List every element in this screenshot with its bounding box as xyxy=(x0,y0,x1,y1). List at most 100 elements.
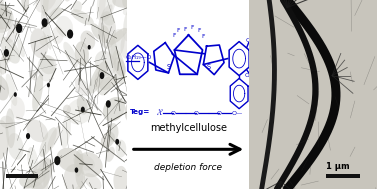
Ellipse shape xyxy=(63,105,71,115)
Ellipse shape xyxy=(109,28,127,45)
Ellipse shape xyxy=(112,50,125,84)
Text: Teg=: Teg= xyxy=(130,109,150,115)
Ellipse shape xyxy=(21,0,29,12)
Ellipse shape xyxy=(26,168,46,188)
Bar xyxy=(6,174,38,178)
Ellipse shape xyxy=(89,61,107,94)
Ellipse shape xyxy=(51,26,64,44)
Ellipse shape xyxy=(112,0,139,8)
Ellipse shape xyxy=(116,140,126,157)
Ellipse shape xyxy=(30,71,38,80)
Ellipse shape xyxy=(36,0,57,13)
Text: F: F xyxy=(202,34,205,39)
Text: F: F xyxy=(198,28,201,33)
Ellipse shape xyxy=(123,5,134,15)
Ellipse shape xyxy=(113,166,128,189)
Ellipse shape xyxy=(103,97,125,122)
Ellipse shape xyxy=(107,123,118,142)
Text: methylcellulose: methylcellulose xyxy=(150,123,227,133)
Ellipse shape xyxy=(101,4,113,20)
Ellipse shape xyxy=(0,0,5,19)
Ellipse shape xyxy=(94,69,111,95)
Ellipse shape xyxy=(0,60,2,91)
Ellipse shape xyxy=(73,1,82,13)
Ellipse shape xyxy=(109,29,125,60)
FancyArrowPatch shape xyxy=(133,144,240,154)
Ellipse shape xyxy=(122,0,138,8)
Ellipse shape xyxy=(110,39,117,65)
Ellipse shape xyxy=(27,147,38,172)
Ellipse shape xyxy=(77,96,87,115)
Ellipse shape xyxy=(57,148,84,172)
Ellipse shape xyxy=(101,132,115,148)
Ellipse shape xyxy=(19,177,32,188)
Circle shape xyxy=(26,133,30,139)
Text: F: F xyxy=(172,33,175,38)
Ellipse shape xyxy=(32,74,43,112)
Ellipse shape xyxy=(75,41,89,66)
Ellipse shape xyxy=(6,20,20,43)
Ellipse shape xyxy=(0,75,9,101)
Ellipse shape xyxy=(74,186,83,189)
Ellipse shape xyxy=(11,97,25,120)
Circle shape xyxy=(100,72,104,79)
Ellipse shape xyxy=(66,98,93,125)
Circle shape xyxy=(41,18,48,27)
Ellipse shape xyxy=(43,0,64,15)
Ellipse shape xyxy=(48,126,61,150)
Text: C₉H₁₉—O: C₉H₁₉—O xyxy=(126,55,152,60)
Ellipse shape xyxy=(37,55,55,81)
Ellipse shape xyxy=(75,78,90,96)
Text: 1 μm: 1 μm xyxy=(6,162,30,171)
Circle shape xyxy=(67,29,73,39)
Ellipse shape xyxy=(74,149,83,177)
Ellipse shape xyxy=(0,5,14,33)
Ellipse shape xyxy=(17,39,25,57)
Text: 1 μm: 1 μm xyxy=(326,162,349,171)
Circle shape xyxy=(16,24,22,33)
Ellipse shape xyxy=(26,119,48,142)
Text: O—Teg: O—Teg xyxy=(256,73,275,78)
Ellipse shape xyxy=(56,16,73,37)
Ellipse shape xyxy=(75,167,85,188)
Ellipse shape xyxy=(0,116,13,128)
Ellipse shape xyxy=(0,0,5,16)
Circle shape xyxy=(87,45,91,50)
Ellipse shape xyxy=(99,76,117,90)
Ellipse shape xyxy=(30,28,48,58)
Ellipse shape xyxy=(2,50,11,64)
Text: O—: O— xyxy=(232,111,243,116)
Ellipse shape xyxy=(61,114,71,149)
Circle shape xyxy=(14,92,17,97)
Ellipse shape xyxy=(95,51,116,76)
Text: S: S xyxy=(206,64,210,70)
Ellipse shape xyxy=(100,26,109,43)
Ellipse shape xyxy=(102,13,114,26)
Text: depletion force: depletion force xyxy=(155,163,222,172)
Ellipse shape xyxy=(84,173,101,189)
Ellipse shape xyxy=(39,127,57,157)
Ellipse shape xyxy=(74,154,95,170)
Text: O: O xyxy=(217,111,222,116)
Ellipse shape xyxy=(77,152,103,177)
Ellipse shape xyxy=(35,157,53,189)
Text: O: O xyxy=(245,74,250,78)
Ellipse shape xyxy=(63,0,72,2)
Ellipse shape xyxy=(1,37,20,64)
Ellipse shape xyxy=(6,74,17,106)
Ellipse shape xyxy=(80,30,95,50)
Text: F: F xyxy=(176,28,179,33)
Ellipse shape xyxy=(64,164,84,189)
Bar xyxy=(326,174,360,178)
Ellipse shape xyxy=(0,120,9,160)
Ellipse shape xyxy=(40,36,48,46)
Ellipse shape xyxy=(0,15,4,43)
Text: O: O xyxy=(194,111,199,116)
Text: O: O xyxy=(246,38,250,43)
Circle shape xyxy=(4,49,9,57)
Ellipse shape xyxy=(30,158,52,189)
Ellipse shape xyxy=(71,9,94,25)
Text: F: F xyxy=(190,25,193,30)
Text: O—Teg: O—Teg xyxy=(256,40,275,45)
Circle shape xyxy=(106,100,111,108)
